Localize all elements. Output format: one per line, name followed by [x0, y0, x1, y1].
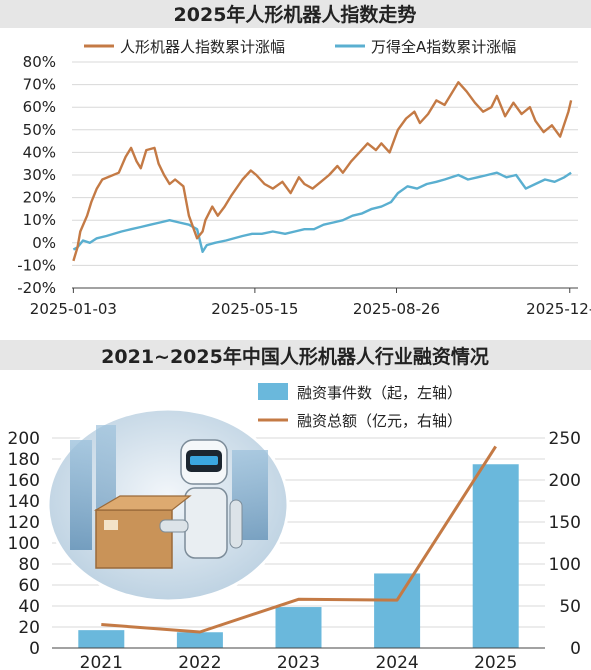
bar-deal-count-2023	[275, 607, 322, 648]
right-axis-tick-label: 100	[549, 555, 581, 575]
left-axis-tick-label: 200	[8, 429, 40, 449]
legend-label-amount: 融资总额（亿元，右轴）	[297, 412, 462, 430]
financing-right-axis: 0 50 100 150 200 250	[549, 429, 581, 659]
legend-swatch-deal-count	[258, 383, 288, 400]
left-axis-tick-label: 120	[8, 513, 40, 533]
financing-chart: 2021~2025年中国人形机器人行业融资情况 融资事件数（起，左轴） 融资总额…	[0, 340, 591, 670]
left-axis-tick-label: 160	[8, 471, 40, 491]
y-tick-label: 20%	[23, 189, 56, 207]
financing-chart-title: 2021~2025年中国人形机器人行业融资情况	[101, 345, 489, 368]
left-axis-tick-label: 180	[8, 450, 40, 470]
index-chart-title: 2025年人形机器人指数走势	[174, 3, 417, 26]
y-tick-label: 40%	[23, 143, 56, 161]
index-x-axis: 2025-01-03 2025-05-15 2025-08-26 2025-12-30	[30, 287, 591, 318]
x-category-label: 2023	[277, 653, 320, 670]
robot-face-label	[190, 456, 218, 465]
index-title-band	[0, 0, 591, 28]
x-category-label: 2024	[375, 653, 418, 670]
left-axis-tick-label: 140	[8, 492, 40, 512]
x-category-label: 2022	[178, 653, 221, 670]
left-axis-tick-label: 60	[18, 576, 40, 596]
robot-arm-right	[229, 499, 243, 549]
right-axis-tick-label: 0	[570, 639, 581, 659]
left-axis-tick-label: 20	[18, 618, 40, 638]
x-tick-label: 2025-08-26	[353, 300, 440, 318]
y-tick-label: -20%	[17, 279, 56, 297]
x-tick-label: 2025-01-03	[30, 300, 117, 318]
bar-deal-count-2025	[472, 464, 519, 648]
index-chart: 2025年人形机器人指数走势 人形机器人指数累计涨幅 万得全A指数累计涨幅 -2…	[0, 0, 591, 318]
x-tick-label: 2025-05-15	[211, 300, 298, 318]
right-axis-tick-label: 150	[549, 513, 581, 533]
y-tick-label: 0%	[32, 234, 56, 252]
box-lid	[93, 495, 192, 511]
financing-amount-line	[101, 445, 497, 634]
y-tick-label: 50%	[23, 121, 56, 139]
x-category-label: 2025	[474, 653, 517, 670]
legend-label-deal-count: 融资事件数（起，左轴）	[297, 384, 462, 402]
y-tick-label: 30%	[23, 166, 56, 184]
bar-deal-count-2022	[176, 632, 223, 648]
x-category-label: 2021	[80, 653, 123, 670]
box-label	[104, 520, 118, 530]
left-axis-tick-label: 0	[29, 639, 40, 659]
financing-bars	[78, 464, 519, 648]
index-legend: 人形机器人指数累计涨幅 万得全A指数累计涨幅	[84, 38, 516, 56]
y-tick-label: 60%	[23, 98, 56, 116]
robot-torso	[184, 487, 228, 559]
left-axis-tick-label: 80	[18, 555, 40, 575]
y-tick-label: 80%	[23, 53, 56, 71]
building-left	[70, 440, 92, 550]
bar-deal-count-2024	[374, 573, 421, 648]
bar-deal-count-2021	[78, 630, 125, 648]
financing-x-axis: 2021 2022 2023 2024 2025	[52, 647, 545, 670]
index-y-axis: -20% -10% 0% 10% 20% 30% 40% 50% 60% 70% 80%	[17, 53, 56, 297]
robot-hand-left	[159, 519, 189, 533]
series-line-robot-index	[72, 171, 572, 253]
left-axis-tick-label: 100	[8, 534, 40, 554]
y-tick-label: -10%	[17, 256, 56, 274]
legend-label-wind-a-index: 万得全A指数累计涨幅	[371, 38, 516, 56]
robot-delivery-illustration	[46, 407, 290, 603]
right-axis-tick-label: 200	[549, 471, 581, 491]
legend-label-robot-index: 人形机器人指数累计涨幅	[120, 38, 285, 56]
left-axis-tick-label: 40	[18, 597, 40, 617]
x-tick-label: 2025-12-30	[526, 300, 591, 318]
cardboard-box	[95, 509, 173, 569]
financing-legend: 融资事件数（起，左轴） 融资总额（亿元，右轴）	[258, 383, 462, 430]
y-tick-label: 70%	[23, 76, 56, 94]
y-tick-label: 10%	[23, 211, 56, 229]
right-axis-tick-label: 250	[549, 429, 581, 449]
right-axis-tick-label: 50	[559, 597, 581, 617]
series-line-robot-index-main	[72, 81, 573, 262]
financing-title-band	[0, 340, 591, 370]
